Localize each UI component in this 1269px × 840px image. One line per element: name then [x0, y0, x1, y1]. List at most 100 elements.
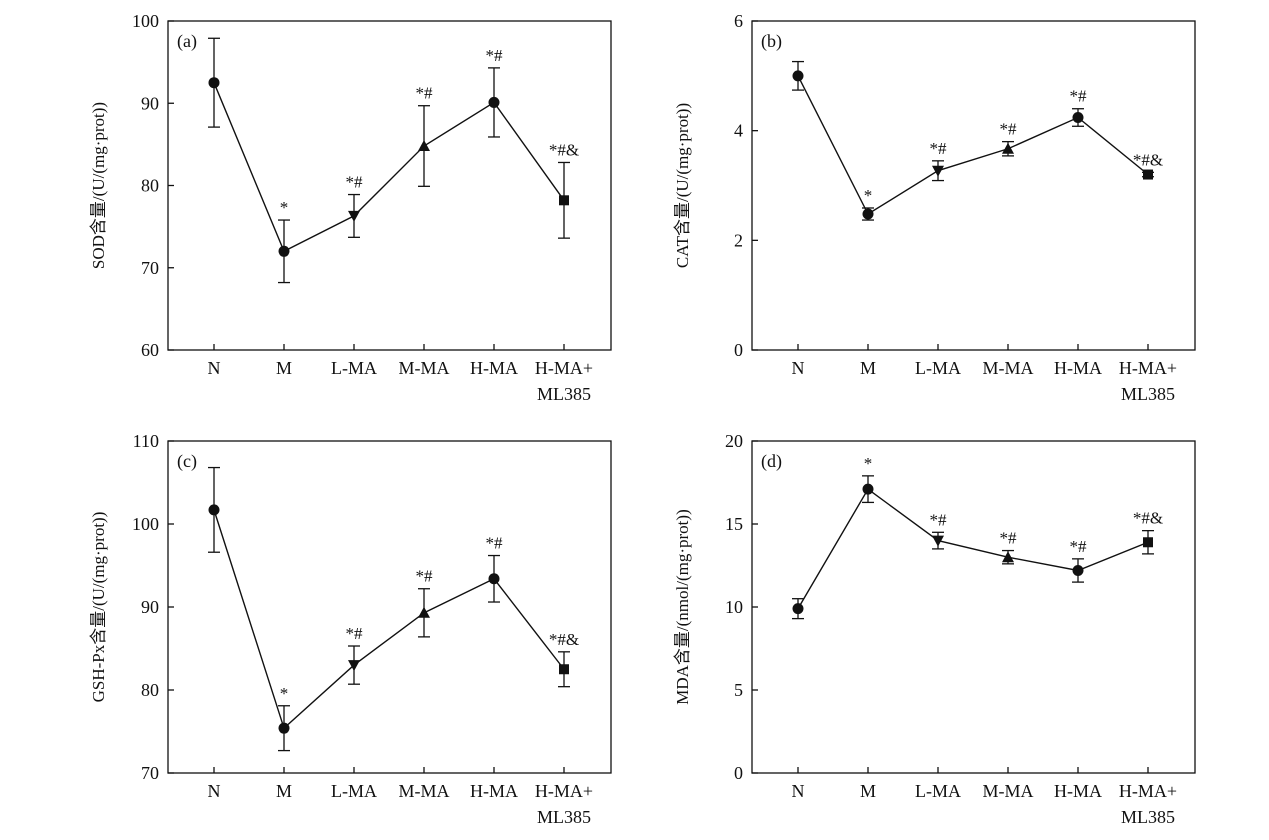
data-point	[1143, 169, 1153, 180]
data-point	[1072, 564, 1084, 576]
x-tick-label: ML385	[537, 807, 591, 827]
y-axis-title: GSH-Px含量/(U/(mg·prot))	[89, 512, 108, 703]
significance-label: *#	[1000, 120, 1018, 139]
significance-label: *#	[346, 173, 364, 192]
series-line	[213, 82, 565, 253]
y-tick-label: 6	[734, 11, 743, 31]
panel-label: (b)	[761, 31, 782, 52]
x-tick-label: ML385	[1121, 807, 1175, 827]
data-point	[862, 483, 874, 495]
data-point	[559, 664, 569, 675]
panel-a: (a) 60 70 80 90 100 N M L-MA M-MA H-MA H-MA+ ML385 SO…	[89, 11, 612, 404]
data-point	[348, 660, 360, 672]
data-point	[932, 535, 944, 547]
significance-label: *#	[930, 139, 948, 158]
x-tick-label: M-MA	[398, 781, 449, 801]
x-tick-label: H-MA+	[1119, 781, 1177, 801]
plot-frame	[167, 20, 612, 351]
plot-frame	[751, 440, 1196, 774]
x-tick-label: H-MA	[1054, 781, 1102, 801]
significance-label: *#&	[549, 630, 579, 649]
y-tick-label: 100	[132, 514, 159, 534]
data-point	[488, 573, 500, 585]
data-point	[1002, 551, 1014, 563]
significance-label: *#&	[1133, 150, 1163, 169]
data-point	[792, 603, 804, 615]
significance-label: *#	[346, 624, 364, 643]
y-tick-label: 90	[141, 597, 159, 617]
x-tick-label: N	[792, 358, 805, 378]
data-point	[418, 140, 430, 152]
x-tick-label: L-MA	[331, 358, 377, 378]
significance-label: *#	[486, 534, 504, 553]
significance-label: *#	[416, 84, 434, 103]
data-point	[278, 245, 290, 257]
y-tick-label: 5	[734, 680, 743, 700]
data-point	[1072, 112, 1084, 124]
y-tick-label: 60	[141, 340, 159, 360]
series-line	[797, 75, 1149, 216]
y-tick-label: 0	[734, 763, 743, 783]
data-point	[1143, 537, 1153, 548]
data-point	[208, 504, 220, 516]
significance-label: *	[280, 198, 289, 217]
x-tick-label: M	[276, 781, 292, 801]
y-tick-label: 80	[141, 680, 159, 700]
y-tick-label: 0	[734, 340, 743, 360]
data-point	[862, 208, 874, 220]
x-tick-label: L-MA	[915, 358, 961, 378]
significance-label: *#	[1000, 529, 1018, 548]
x-tick-label: L-MA	[331, 781, 377, 801]
x-tick-label: N	[208, 358, 221, 378]
x-tick-label: H-MA	[470, 358, 518, 378]
x-tick-label: H-MA+	[535, 781, 593, 801]
panel-c: (c) 70 80 90 100 110 N M L-MA M-MA H-MA H-MA+ ML385 G…	[89, 431, 612, 827]
significance-label: *#	[486, 46, 504, 65]
x-tick-label: H-MA	[1054, 358, 1102, 378]
significance-label: *#	[416, 567, 434, 586]
data-point	[278, 722, 290, 734]
y-tick-label: 100	[132, 11, 159, 31]
x-tick-label: N	[208, 781, 221, 801]
x-tick-label: M	[860, 358, 876, 378]
x-tick-label: M-MA	[982, 358, 1033, 378]
y-tick-label: 15	[725, 514, 743, 534]
panel-label: (a)	[177, 31, 197, 52]
plot-frame	[167, 440, 612, 774]
y-tick-label: 80	[141, 176, 159, 196]
x-tick-label: H-MA+	[535, 358, 593, 378]
x-tick-label: M-MA	[982, 781, 1033, 801]
y-axis-title: MDA含量/(nmol/(mg·prot))	[673, 509, 692, 704]
y-tick-label: 10	[725, 597, 743, 617]
data-point	[792, 70, 804, 82]
data-point	[559, 195, 569, 206]
y-tick-label: 2	[734, 230, 743, 250]
x-tick-label: N	[792, 781, 805, 801]
panel-label: (d)	[761, 451, 782, 472]
series-line	[213, 509, 565, 730]
y-tick-label: 90	[141, 93, 159, 113]
y-tick-label: 70	[141, 763, 159, 783]
significance-label: *	[864, 186, 873, 205]
significance-label: *#	[1070, 87, 1088, 106]
panel-label: (c)	[177, 451, 197, 472]
y-tick-label: 70	[141, 258, 159, 278]
x-tick-label: L-MA	[915, 781, 961, 801]
panel-b: (b) 0 2 4 6 N M L-MA M-MA H-MA H-MA+ ML385 CAT含量/(U/…	[673, 11, 1196, 404]
x-tick-label: M	[860, 781, 876, 801]
significance-label: *#&	[1133, 509, 1163, 528]
significance-label: *	[864, 454, 873, 473]
data-point	[488, 96, 500, 108]
x-tick-label: ML385	[537, 384, 591, 404]
y-tick-label: 20	[725, 431, 743, 451]
significance-label: *#	[1070, 537, 1088, 556]
significance-label: *#	[930, 510, 948, 529]
plot-frame	[751, 20, 1196, 351]
x-tick-label: ML385	[1121, 384, 1175, 404]
x-tick-label: H-MA+	[1119, 358, 1177, 378]
data-point	[418, 606, 430, 618]
data-point	[208, 77, 220, 89]
data-point	[348, 210, 360, 222]
x-tick-label: M-MA	[398, 358, 449, 378]
